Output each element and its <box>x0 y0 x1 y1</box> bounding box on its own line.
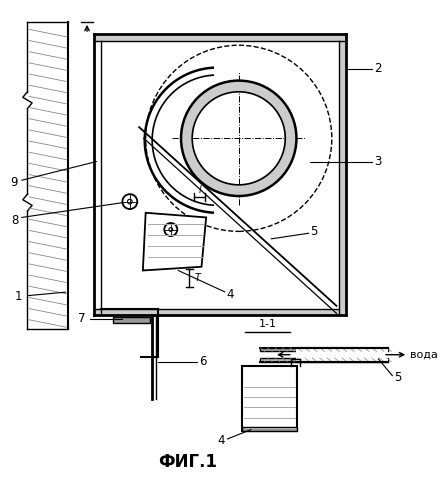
Bar <box>260 348 388 352</box>
Text: 2: 2 <box>374 62 381 75</box>
Text: вода: вода <box>410 350 438 360</box>
Text: 4: 4 <box>217 434 225 448</box>
Polygon shape <box>143 213 206 270</box>
Text: l: l <box>198 186 201 196</box>
Text: 6: 6 <box>199 355 206 368</box>
Circle shape <box>164 223 177 236</box>
Text: 3: 3 <box>374 155 381 168</box>
Bar <box>95 34 346 40</box>
Bar <box>95 308 346 315</box>
Bar <box>296 348 388 362</box>
Bar <box>113 317 150 322</box>
Text: 8: 8 <box>11 214 18 226</box>
Text: T: T <box>195 273 201 283</box>
Text: 1: 1 <box>14 290 66 303</box>
Text: 7: 7 <box>78 312 85 326</box>
Bar <box>241 366 297 432</box>
Text: 1-1: 1-1 <box>258 320 276 330</box>
Text: 5: 5 <box>394 371 402 384</box>
Text: ФИГ.1: ФИГ.1 <box>158 453 217 471</box>
Text: 5: 5 <box>311 225 318 238</box>
Bar <box>339 40 346 315</box>
Polygon shape <box>181 80 297 196</box>
Bar <box>241 427 297 432</box>
Text: 9: 9 <box>11 176 18 190</box>
Text: 4: 4 <box>226 288 234 301</box>
Bar <box>260 358 388 362</box>
Circle shape <box>122 194 137 209</box>
